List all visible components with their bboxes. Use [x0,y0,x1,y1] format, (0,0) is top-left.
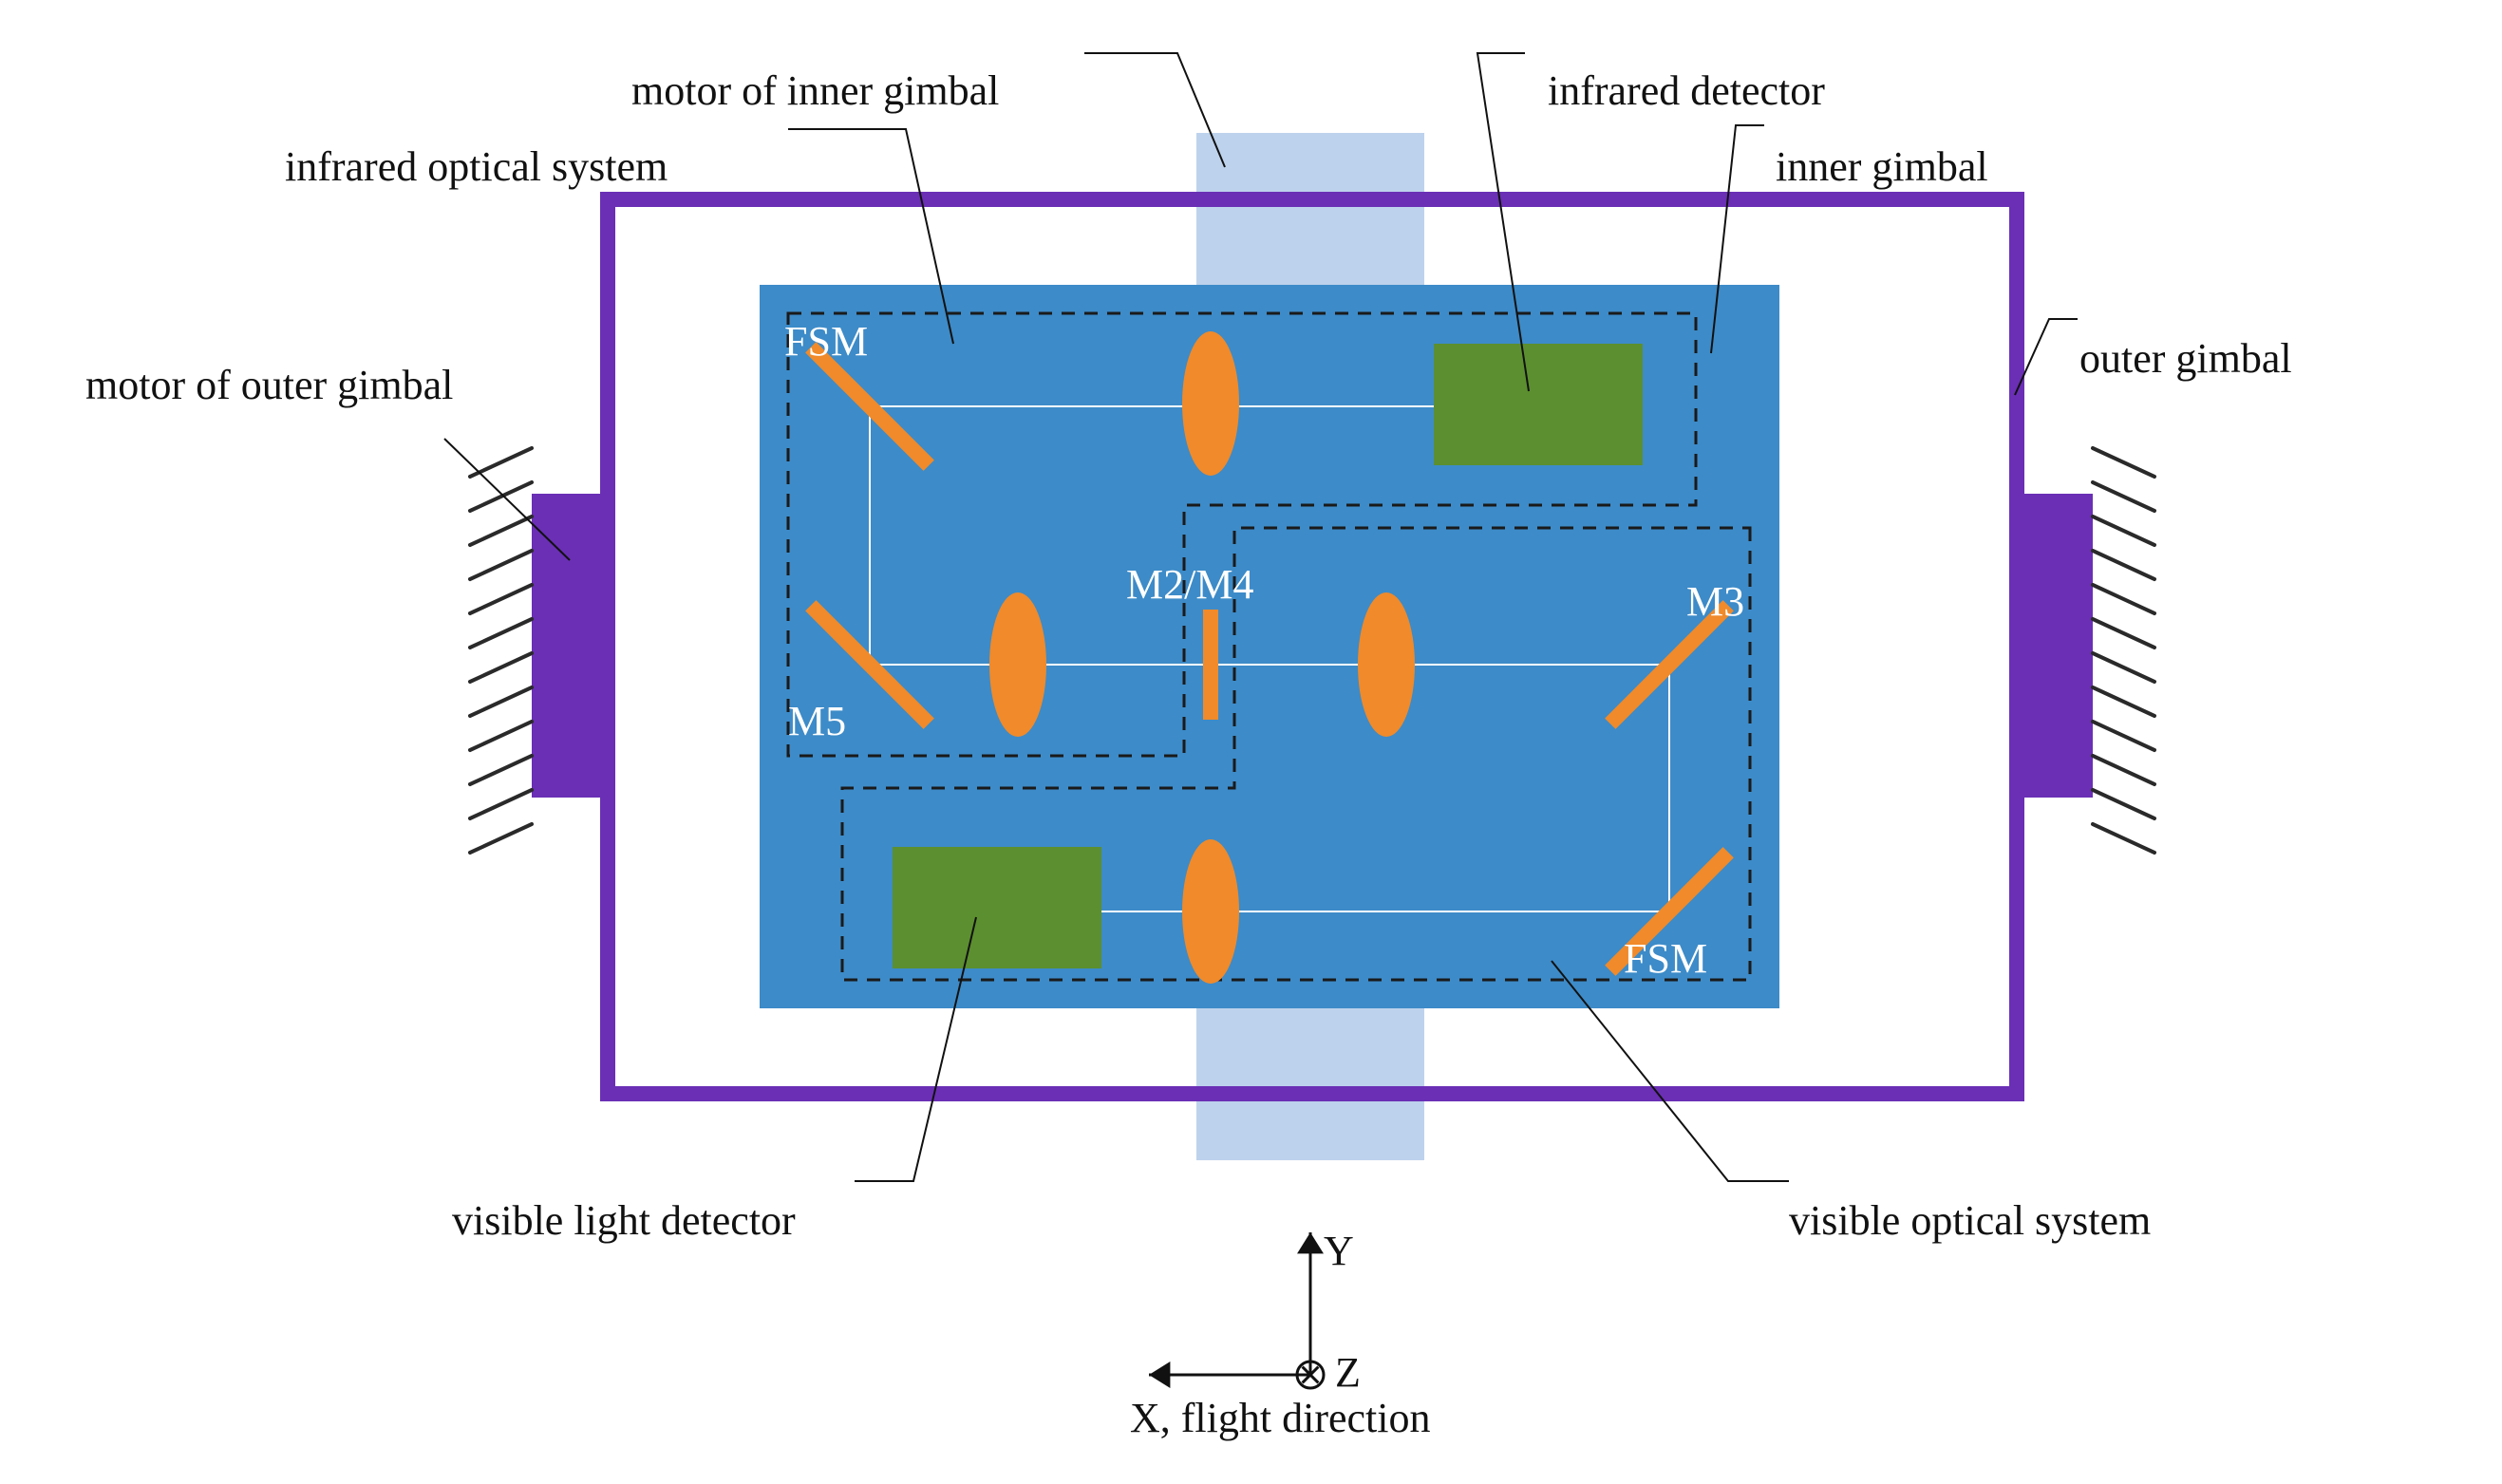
label-m3: M3 [1686,577,1744,626]
label-outer-gimbal: outer gimbal [2079,334,2292,383]
axis-y-arrowhead [1297,1232,1324,1253]
axis-y-label: Y [1324,1227,1354,1275]
axis-z-label: Z [1335,1348,1361,1397]
label-infrared-optical: infrared optical system [285,142,668,191]
label-visible-optical: visible optical system [1789,1196,2151,1245]
axis-x-label: X, flight direction [1130,1394,1431,1442]
label-visible-detector: visible light detector [452,1196,796,1245]
inner-gimbal-motor-bottom [1196,1008,1424,1160]
label-m5: M5 [788,697,846,745]
label-motor-inner-gimbal: motor of inner gimbal [631,66,999,115]
label-motor-outer-gimbal: motor of outer gimbal [85,361,453,409]
label-fsm-top: FSM [784,317,868,366]
lens-l_right [1358,592,1415,737]
inner-gimbal-motor-top [1196,133,1424,285]
outer-gimbal-motor-left [532,494,608,798]
lens-l_left [989,592,1046,737]
ground-hatch-right [2093,448,2154,853]
axis-x-arrowhead [1149,1362,1170,1388]
mirror-m2m4 [1203,610,1218,720]
label-infrared-detector: infrared detector [1548,66,1825,115]
label-fsm-bottom: FSM [1624,934,1707,983]
lens-vis_lens [1182,839,1239,984]
outer-gimbal-motor-right [2017,494,2093,798]
infrared-detector [1434,344,1643,465]
label-m2-m4: M2/M4 [1126,560,1253,609]
ground-hatch-left [470,448,532,853]
visible-light-detector [893,847,1101,968]
lens-ir_lens [1182,331,1239,476]
label-inner-gimbal: inner gimbal [1776,142,1988,191]
